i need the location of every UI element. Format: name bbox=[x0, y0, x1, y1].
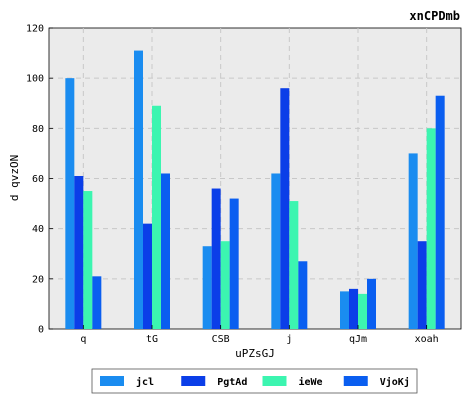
chart-title: xnCPDmb bbox=[409, 9, 460, 23]
legend-swatch-jcl bbox=[100, 376, 124, 386]
y-tick-label: 20 bbox=[32, 274, 44, 285]
y-tick-label: 80 bbox=[32, 124, 44, 135]
bar-PgtAd-qJm bbox=[349, 289, 358, 329]
legend-label-jcl: jcl bbox=[136, 376, 154, 388]
legend-label-VjoKj: VjoKj bbox=[380, 376, 410, 388]
y-tick-label: 60 bbox=[32, 174, 44, 185]
bar-VjoKj-CSB bbox=[230, 199, 239, 329]
x-tick-label: CSB bbox=[212, 334, 230, 345]
bar-PgtAd-q bbox=[74, 176, 83, 329]
bar-ieWe-q bbox=[83, 191, 92, 329]
bar-jcl-tG bbox=[134, 51, 143, 329]
bar-VjoKj-qJm bbox=[367, 279, 376, 329]
bar-ieWe-qJm bbox=[358, 294, 367, 329]
legend-swatch-PgtAd bbox=[181, 376, 205, 386]
bar-PgtAd-j bbox=[280, 88, 289, 329]
bar-PgtAd-tG bbox=[143, 224, 152, 329]
x-tick-label: tG bbox=[146, 334, 158, 345]
bar-VjoKj-q bbox=[92, 276, 101, 329]
bar-jcl-CSB bbox=[203, 246, 212, 329]
legend-swatch-ieWe bbox=[263, 376, 287, 386]
bar-ieWe-tG bbox=[152, 106, 161, 329]
bar-ieWe-j bbox=[289, 201, 298, 329]
y-tick-label: 40 bbox=[32, 224, 44, 235]
x-tick-label: q bbox=[80, 334, 86, 345]
x-axis-label: uPZsGJ bbox=[235, 347, 275, 360]
y-tick-label: 0 bbox=[38, 325, 44, 336]
plot-area bbox=[49, 28, 461, 329]
bar-ieWe-xoah bbox=[427, 128, 436, 329]
bar-jcl-q bbox=[65, 78, 74, 329]
bar-VjoKj-xoah bbox=[436, 96, 445, 329]
x-tick-label: j bbox=[286, 334, 292, 345]
y-axis-label: d qvzON bbox=[8, 155, 21, 201]
legend-label-PgtAd: PgtAd bbox=[217, 377, 247, 388]
bar-VjoKj-j bbox=[298, 261, 307, 329]
bar-jcl-xoah bbox=[409, 153, 418, 329]
y-tick-label: 100 bbox=[26, 74, 44, 85]
bar-PgtAd-CSB bbox=[212, 189, 221, 329]
legend-swatch-VjoKj bbox=[344, 376, 368, 386]
bar-jcl-qJm bbox=[340, 291, 349, 329]
bar-ieWe-CSB bbox=[221, 241, 230, 329]
bar-PgtAd-xoah bbox=[418, 241, 427, 329]
x-tick-label: xoah bbox=[415, 334, 439, 345]
legend: jcl PgtAd ieWe VjoKj bbox=[92, 369, 417, 393]
y-tick-label: 120 bbox=[26, 24, 44, 35]
x-tick-label: qJm bbox=[349, 334, 367, 345]
bar-VjoKj-tG bbox=[161, 173, 170, 329]
bar-jcl-j bbox=[271, 173, 280, 329]
legend-label-ieWe: ieWe bbox=[299, 376, 323, 388]
